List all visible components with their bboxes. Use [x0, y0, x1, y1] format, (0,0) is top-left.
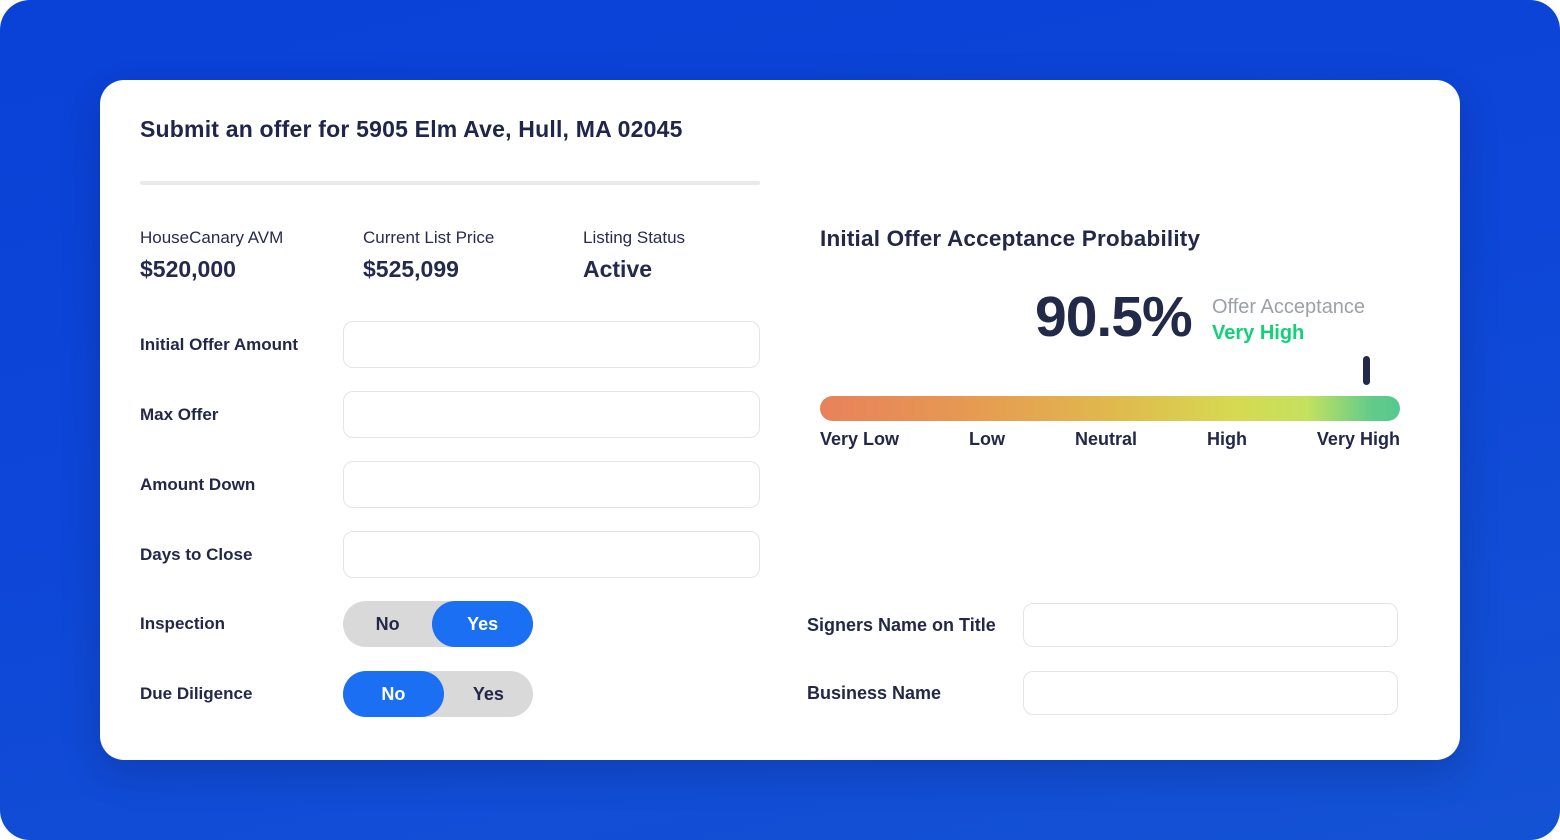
stat-listing-status: Listing Status Active	[583, 228, 685, 282]
scale-label-very-low: Very Low	[820, 429, 900, 449]
initial-offer-amount-label: Initial Offer Amount	[140, 334, 299, 354]
offer-acceptance-label: Offer Acceptance	[1212, 296, 1366, 318]
inspection-toggle[interactable]: No Yes	[343, 601, 533, 647]
meter-scale: Very Low Low Neutral High Very High	[820, 429, 1400, 450]
probability-meter	[820, 396, 1400, 421]
business-name-input[interactable]	[1023, 671, 1398, 715]
stat-label: Listing Status	[583, 228, 686, 247]
offer-card: Submit an offer for 5905 Elm Ave, Hull, …	[100, 80, 1460, 760]
due-diligence-label: Due Diligence	[140, 684, 253, 703]
stat-label: Current List Price	[363, 228, 495, 247]
days-to-close-input[interactable]	[343, 531, 760, 578]
probability-percentage: 90.5%	[1035, 285, 1193, 349]
divider	[140, 181, 760, 185]
stat-value: $520,000	[140, 256, 236, 282]
days-to-close-label: Days to Close	[140, 544, 253, 564]
max-offer-label: Max Offer	[140, 404, 219, 424]
form-row-days-to-close: Days to Close	[140, 531, 800, 578]
stat-label: HouseCanary AVM	[140, 228, 284, 247]
form-row-initial-offer-amount: Initial Offer Amount	[140, 321, 800, 368]
scale-label-very-high: Very High	[1316, 429, 1400, 449]
form-row-max-offer: Max Offer	[140, 391, 800, 438]
max-offer-input[interactable]	[343, 391, 760, 438]
probability-caption: Offer Acceptance Very High	[1212, 294, 1365, 346]
page-title: Submit an offer for 5905 Elm Ave, Hull, …	[140, 116, 683, 142]
signers-name-label: Signers Name on Title	[807, 614, 996, 635]
rating-badge: Very High	[1212, 322, 1305, 344]
scale-label-high: High	[1206, 429, 1247, 449]
inspection-no-option[interactable]: No	[375, 613, 400, 634]
stat-housecanary-avm: HouseCanary AVM $520,000	[140, 228, 363, 282]
signers-name-input[interactable]	[1023, 603, 1398, 647]
inspection-label: Inspection	[140, 614, 226, 633]
due-diligence-no-option[interactable]: No	[343, 671, 444, 717]
probability-title: Initial Offer Acceptance Probability	[820, 226, 1201, 251]
form-row-inspection: Inspection No Yes	[140, 601, 800, 647]
stats-row: HouseCanary AVM $520,000 Current List Pr…	[140, 228, 685, 282]
amount-down-input[interactable]	[343, 461, 760, 508]
form-row-amount-down: Amount Down	[140, 461, 800, 508]
scale-label-low: Low	[969, 429, 1005, 449]
form-row-due-diligence: Due Diligence No Yes	[140, 671, 800, 717]
initial-offer-amount-input[interactable]	[343, 321, 760, 368]
due-diligence-toggle[interactable]: No Yes	[343, 671, 533, 717]
amount-down-label: Amount Down	[140, 474, 256, 494]
inspection-yes-option[interactable]: Yes	[432, 601, 533, 647]
stat-value: $525,099	[363, 256, 459, 282]
scale-label-neutral: Neutral	[1074, 429, 1137, 449]
form-row-business-name: Business Name	[807, 671, 1500, 715]
business-name-label: Business Name	[807, 682, 942, 703]
form-row-signers-name: Signers Name on Title	[807, 603, 1500, 647]
stat-current-list-price: Current List Price $525,099	[363, 228, 583, 282]
due-diligence-yes-option[interactable]: Yes	[472, 683, 504, 704]
meter-marker	[1363, 356, 1370, 385]
stat-value: Active	[583, 256, 653, 282]
